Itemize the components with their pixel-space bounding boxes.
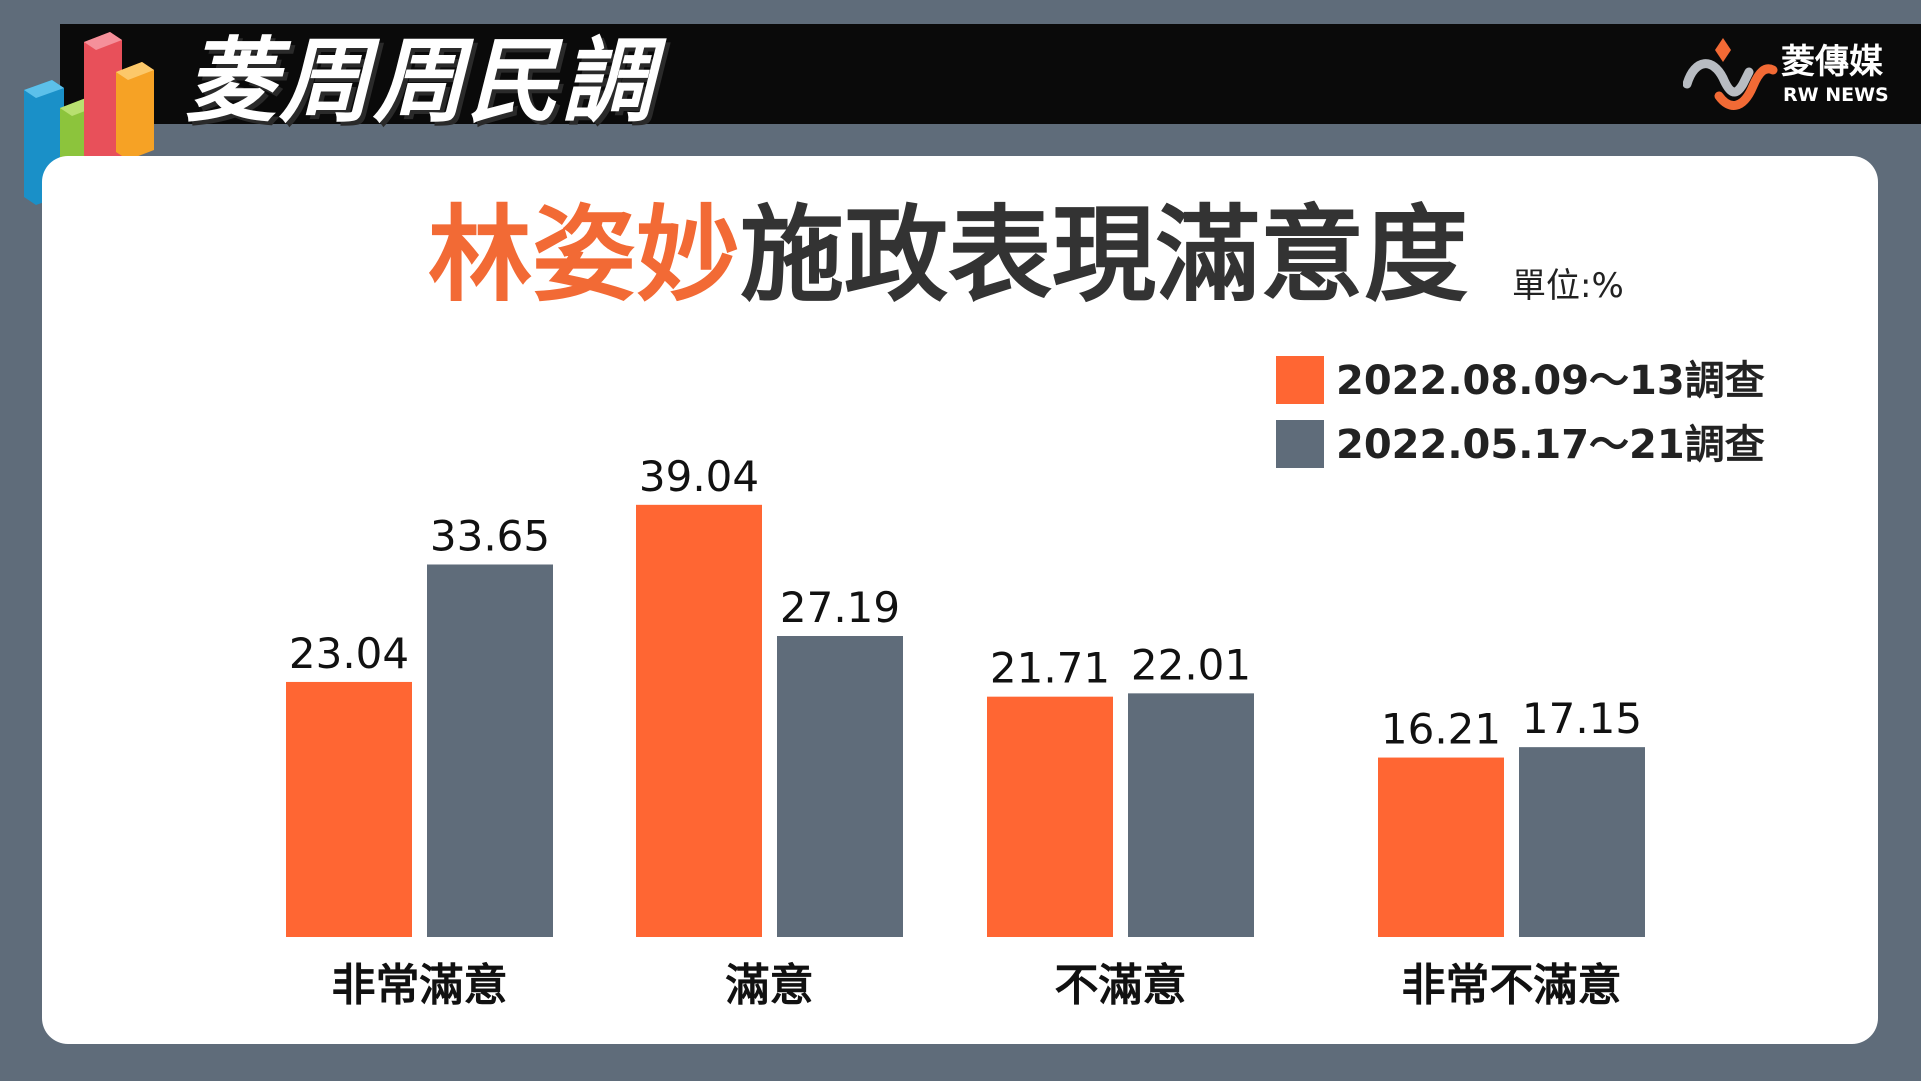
data-label-series1-3: 17.15 bbox=[1522, 694, 1642, 743]
data-label-series0-1: 39.04 bbox=[639, 452, 759, 501]
data-label-series0-3: 16.21 bbox=[1381, 705, 1501, 754]
data-label-series1-2: 22.01 bbox=[1131, 640, 1251, 689]
bar-series0-3 bbox=[1378, 757, 1504, 937]
bar-series1-0 bbox=[427, 564, 553, 937]
data-label-series1-1: 27.19 bbox=[780, 583, 900, 632]
legend-swatch-current bbox=[1276, 356, 1324, 404]
data-label-series0-2: 21.71 bbox=[990, 644, 1110, 693]
category-label-3: 非常不滿意 bbox=[1402, 960, 1622, 1011]
rw-news-logo-icon bbox=[1683, 38, 1778, 110]
bar-series0-1 bbox=[636, 504, 762, 937]
bar-series1-3 bbox=[1519, 747, 1645, 937]
legend-swatch-previous bbox=[1276, 420, 1324, 468]
brand-logo: 菱傳媒 RW NEWS bbox=[1683, 36, 1903, 116]
legend-label-previous: 2022.05.17～21調查 bbox=[1336, 422, 1765, 468]
legend-label-current: 2022.08.09～13調查 bbox=[1336, 358, 1765, 404]
bar-series0-0 bbox=[286, 681, 412, 937]
chart-title: 林姿妙施政表現滿意度 bbox=[428, 190, 1468, 320]
unit-label: 單位:% bbox=[1512, 266, 1624, 306]
data-label-series0-0: 23.04 bbox=[289, 629, 409, 678]
bar-series0-2 bbox=[987, 696, 1113, 937]
chart-title-name: 林姿妙 bbox=[428, 194, 741, 316]
category-label-0: 非常滿意 bbox=[332, 960, 508, 1011]
data-label-series1-0: 33.65 bbox=[430, 511, 550, 560]
brand-subtitle: RW NEWS bbox=[1783, 84, 1889, 106]
category-label-1: 滿意 bbox=[726, 960, 814, 1011]
bar-series1-2 bbox=[1128, 693, 1254, 937]
bar-series1-1 bbox=[777, 636, 903, 937]
header-title: 菱周周民調 bbox=[185, 28, 656, 135]
brand-name: 菱傳媒 bbox=[1781, 42, 1883, 82]
category-label-2: 不滿意 bbox=[1055, 960, 1187, 1011]
header-bar bbox=[60, 24, 1921, 124]
chart-title-rest: 施政表現滿意度 bbox=[740, 194, 1469, 316]
